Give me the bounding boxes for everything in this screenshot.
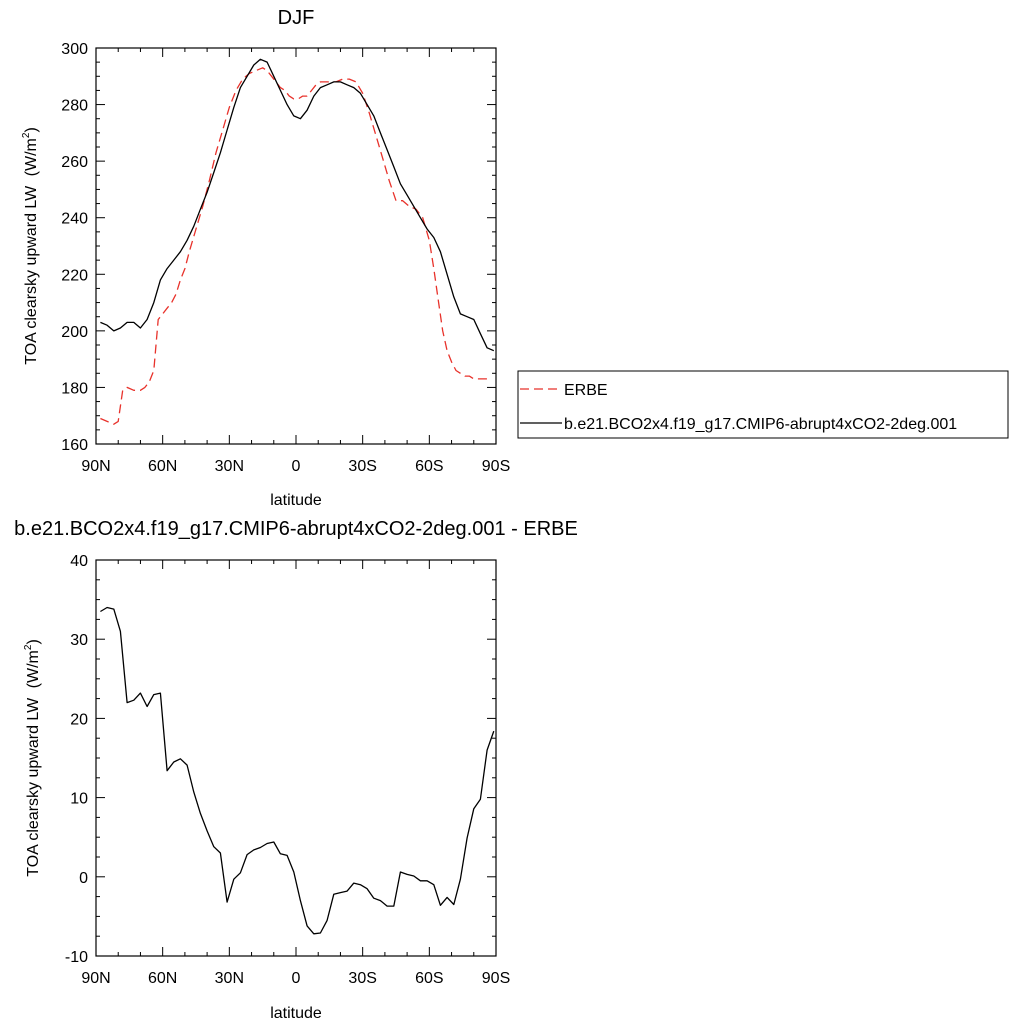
chart-bottom-x-tick-label: 30N: [215, 970, 244, 987]
chart-top-y-tick-label: 220: [61, 267, 88, 284]
chart-top-y-axis-label-sup: 2: [21, 132, 32, 138]
chart-bottom-x-tick-label: 60N: [148, 970, 177, 987]
chart-bottom-y-axis-label: TOA clearsky upward LW (W/m2): [23, 639, 42, 877]
chart-bottom-y-tick-label: 40: [70, 553, 88, 570]
chart-bottom-title: b.e21.BCO2x4.f19_g17.CMIP6-abrupt4xCO2-2…: [14, 518, 578, 540]
chart-bottom-y-axis-label-close: ): [25, 639, 42, 644]
chart-top-y-axis-label: TOA clearsky upward LW (W/m2): [21, 127, 40, 365]
chart-bottom-y-axis-label-text: TOA clearsky upward LW: [25, 697, 42, 877]
chart-bottom-y-tick-label: 30: [70, 632, 88, 649]
chart-top-series-line-erbe: [100, 67, 492, 425]
chart-top-y-tick-label: 180: [61, 380, 88, 397]
chart-top-y-axis-label-close: ): [23, 127, 40, 132]
chart-bottom-y-tick-label: 10: [70, 791, 88, 808]
chart-bottom-x-tick-label: 60S: [415, 970, 443, 987]
chart-top-x-axis-label: latitude: [270, 492, 322, 509]
chart-bottom-series-line-model: [100, 606, 495, 935]
legend-box: [517, 370, 1009, 439]
chart-top-plot-frame: [95, 47, 497, 445]
chart-top-y-axis-label-unit: (W/m: [23, 138, 40, 176]
chart-bottom-y-tick-label: -10: [65, 949, 88, 966]
chart-top-y-tick-label: 160: [61, 437, 88, 454]
chart-top-series-line-model: [100, 58, 495, 352]
chart-top-x-tick-label: 60N: [148, 458, 177, 475]
chart-top-lines: [100, 58, 495, 425]
chart-bottom-plot-frame: [95, 559, 497, 957]
legend-label-model: b.e21.BCO2x4.f19_g17.CMIP6-abrupt4xCO2-2…: [564, 416, 957, 433]
chart-top-x-tick-label: 30N: [215, 458, 244, 475]
chart-bottom-y-axis-label-sup: 2: [23, 644, 34, 650]
chart-top-y-tick-label: 240: [61, 211, 88, 228]
chart-top-title: DJF: [278, 7, 315, 29]
chart-top: DJF 90N 60N 30N 0 30S 60S 90S 160 180 200 220 240 26…: [21, 7, 1009, 509]
chart-bottom-y-tick-label: 0: [79, 870, 88, 887]
legend-label-erbe: ERBE: [564, 382, 608, 399]
chart-bottom-lines: [100, 606, 495, 935]
chart-top-y-tick-label: 280: [61, 98, 88, 115]
chart-top-y-tick-label: 260: [61, 154, 88, 171]
chart-top-ticks: 90N 60N 30N 0 30S 60S 90S 160 180 200 220 240 260 280…: [61, 41, 510, 475]
chart-bottom-x-axis-label: latitude: [270, 1005, 322, 1022]
chart-bottom: b.e21.BCO2x4.f19_g17.CMIP6-abrupt4xCO2-2…: [14, 518, 578, 1022]
chart-bottom-ticks: 90N 60N 30N 0 30S 60S 90S -10 0 10 20 30 40: [65, 553, 510, 987]
chart-top-x-tick-label: 60S: [415, 458, 443, 475]
chart-top-x-tick-label: 90S: [482, 458, 510, 475]
chart-top-y-tick-label: 300: [61, 41, 88, 58]
chart-bottom-y-tick-label: 20: [70, 711, 88, 728]
chart-bottom-x-tick-label: 90S: [482, 970, 510, 987]
chart-bottom-y-axis-label-unit: (W/m: [25, 650, 42, 688]
chart-bottom-x-tick-label: 0: [292, 970, 301, 987]
chart-top-x-tick-label: 90N: [81, 458, 110, 475]
chart-top-x-tick-label: 30S: [348, 458, 376, 475]
chart-top-y-axis-label-text: TOA clearsky upward LW: [23, 185, 40, 365]
chart-top-x-tick-label: 0: [292, 458, 301, 475]
chart-top-legend: ERBE b.e21.BCO2x4.f19_g17.CMIP6-abrupt4x…: [517, 370, 1009, 439]
chart-bottom-x-tick-label: 90N: [81, 970, 110, 987]
chart-bottom-x-tick-label: 30S: [348, 970, 376, 987]
chart-top-y-tick-label: 200: [61, 324, 88, 341]
